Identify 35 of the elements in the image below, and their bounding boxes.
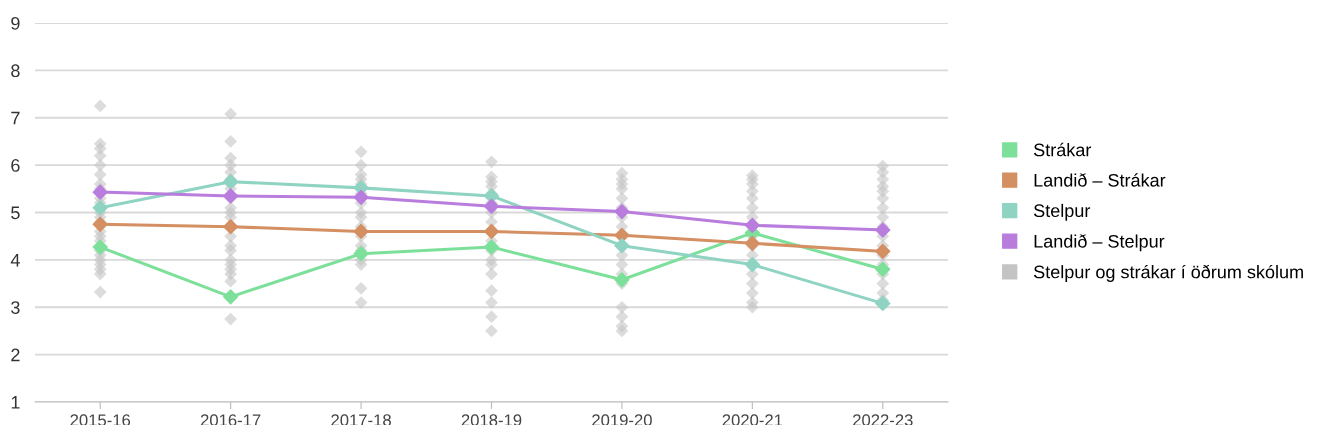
y-tick-label: 9 [11,16,20,30]
point [875,295,891,312]
legend-label: Stelpur og strákar í öðrum skólum [1033,264,1303,282]
y-tick-label: 7 [11,111,20,125]
legend-label: Stelpur [1033,203,1091,221]
legend-label: Landið – Stelpur [1034,234,1165,252]
point [875,243,891,259]
legend-label: Strákar [1033,142,1092,157]
y-tick-label: 1 [11,396,20,409]
point [744,235,760,251]
point [875,222,891,238]
point [92,184,108,200]
point [483,223,500,240]
point [614,203,630,220]
point [875,261,891,277]
point [614,238,630,254]
point [744,217,760,233]
point [744,257,760,273]
point [223,219,239,235]
point [353,246,369,262]
y-tick-label: 8 [11,64,20,78]
point [483,239,500,255]
point [614,272,630,288]
legend-label: Landið – Strákar [1034,173,1166,187]
point [483,198,500,214]
point [92,200,108,216]
point [353,189,369,205]
y-tick-label: 3 [11,301,20,314]
point [223,289,239,305]
y-tick-label: 5 [11,206,20,220]
y-tick-label: 4 [10,254,20,267]
y-tick-label: 6 [11,159,20,172]
y-tick-label: 2 [11,348,20,362]
point [92,239,108,255]
point [353,223,369,240]
